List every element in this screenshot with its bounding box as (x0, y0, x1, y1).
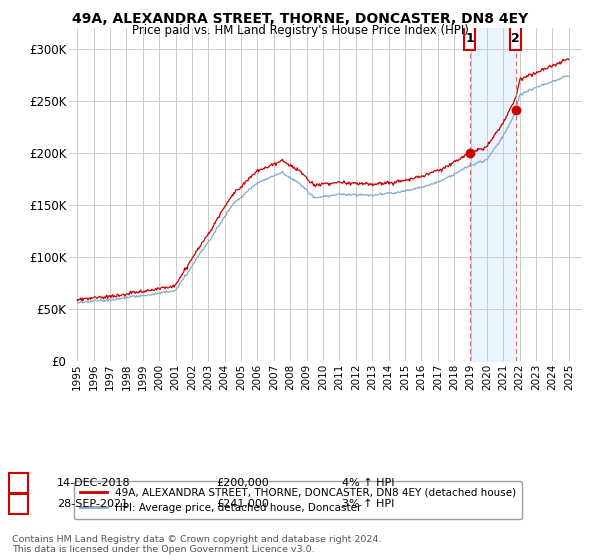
Text: 3% ↑ HPI: 3% ↑ HPI (342, 499, 394, 509)
Text: 4% ↑ HPI: 4% ↑ HPI (342, 478, 395, 488)
Text: £200,000: £200,000 (216, 478, 269, 488)
Text: 1: 1 (466, 32, 474, 45)
Text: 49A, ALEXANDRA STREET, THORNE, DONCASTER, DN8 4EY: 49A, ALEXANDRA STREET, THORNE, DONCASTER… (72, 12, 528, 26)
Text: £241,000: £241,000 (216, 499, 269, 509)
Text: Price paid vs. HM Land Registry's House Price Index (HPI): Price paid vs. HM Land Registry's House … (131, 24, 469, 36)
FancyBboxPatch shape (464, 27, 475, 50)
Text: 14-DEC-2018: 14-DEC-2018 (57, 478, 131, 488)
Text: 2: 2 (511, 32, 520, 45)
Text: Contains HM Land Registry data © Crown copyright and database right 2024.
This d: Contains HM Land Registry data © Crown c… (12, 535, 382, 554)
FancyBboxPatch shape (510, 27, 521, 50)
Text: 28-SEP-2021: 28-SEP-2021 (57, 499, 128, 509)
Text: 1: 1 (14, 478, 22, 488)
Legend: 49A, ALEXANDRA STREET, THORNE, DONCASTER, DN8 4EY (detached house), HPI: Average: 49A, ALEXANDRA STREET, THORNE, DONCASTER… (74, 482, 522, 519)
Text: 2: 2 (14, 499, 22, 509)
